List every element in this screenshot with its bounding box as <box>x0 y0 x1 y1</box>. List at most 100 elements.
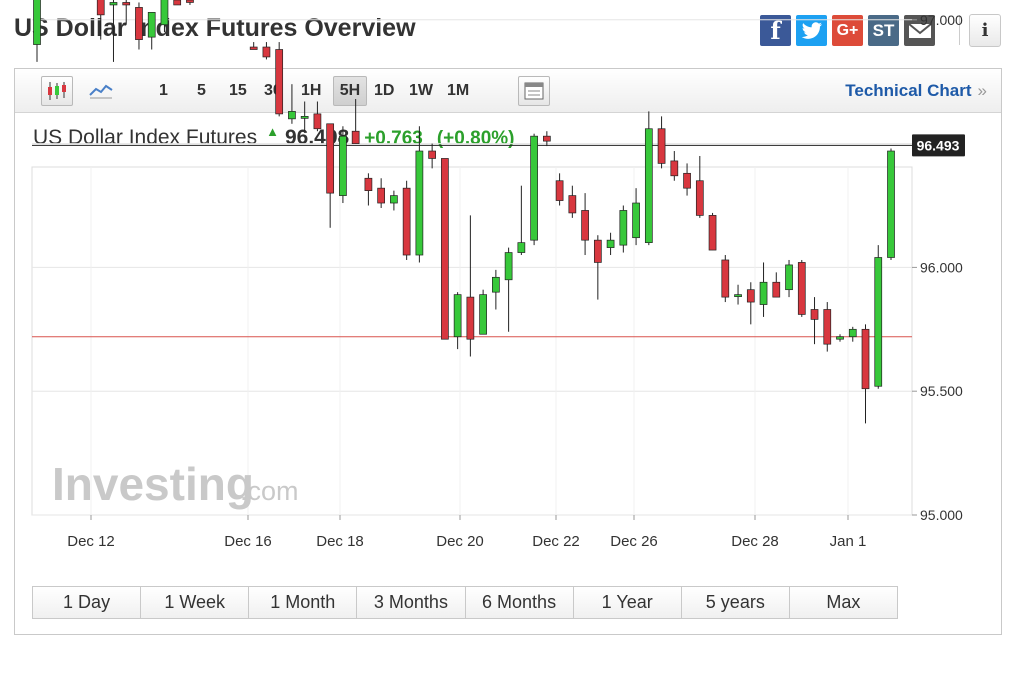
x-tick-label: Dec 26 <box>610 533 658 550</box>
up-arrow-icon: ▲ <box>266 124 279 139</box>
timeframe-1d[interactable]: 1D <box>374 82 395 99</box>
candle-body <box>466 296 475 340</box>
candle-body <box>606 239 615 248</box>
candle-body <box>173 0 182 6</box>
x-tick-label: Dec 12 <box>67 533 115 550</box>
candle-body <box>351 130 360 144</box>
candle-body <box>326 123 335 194</box>
candle-body <box>581 210 589 241</box>
candle-body <box>428 150 436 159</box>
technical-chart-link[interactable]: Technical Chart» <box>845 81 987 100</box>
current-price-label: 96.493 <box>917 137 960 153</box>
page-title: US Dollar Index Futures Overview <box>14 14 416 42</box>
range-3-months[interactable]: 3 Months <box>357 587 466 618</box>
candle-body <box>186 0 194 3</box>
candle-body <box>657 128 666 164</box>
y-tick-label: 96.000 <box>920 259 963 275</box>
range-6-months[interactable]: 6 Months <box>466 587 574 618</box>
candle-body <box>135 7 143 40</box>
candle-body <box>517 242 526 253</box>
y-tick-label: 97.000 <box>920 12 963 28</box>
candle-body <box>874 257 883 387</box>
x-tick-label: Dec 20 <box>436 533 484 550</box>
candle-body <box>721 259 730 298</box>
candle-body <box>568 195 577 214</box>
chart-frame <box>14 68 1002 635</box>
candle-body <box>402 187 411 256</box>
timeframe-1h[interactable]: 1H <box>301 82 322 99</box>
candle-body <box>377 187 385 204</box>
candle-body <box>555 180 564 201</box>
candle-body <box>619 210 628 246</box>
y-tick-label: 95.500 <box>920 383 963 399</box>
timeframe-5[interactable]: 5 <box>197 82 206 99</box>
current-price-label-box <box>912 134 965 157</box>
candle-body <box>797 262 806 315</box>
candle-body <box>479 294 487 335</box>
range-selector: 1 Day 1 Week 1 Month 3 Months 6 Months 1… <box>32 586 898 619</box>
candle-body <box>695 180 704 216</box>
candle-body <box>670 160 679 177</box>
x-tick-label: Dec 18 <box>316 533 364 550</box>
candle-body <box>836 336 844 340</box>
timeframe-1w[interactable]: 1W <box>409 82 433 99</box>
share-divider <box>959 15 960 45</box>
candle-body <box>33 0 41 45</box>
candle-body <box>848 328 857 338</box>
candle-body <box>504 252 513 281</box>
range-max[interactable]: Max <box>826 592 861 612</box>
candle-body <box>810 309 819 320</box>
range-1-year[interactable]: 1 Year <box>574 587 682 618</box>
candle-body <box>861 328 870 390</box>
candle-body <box>160 0 169 26</box>
candle-body <box>364 177 373 191</box>
candle-body <box>530 135 538 241</box>
timeframe-5h[interactable]: 5H <box>333 76 367 106</box>
plot-area <box>31 166 913 516</box>
range-1-day[interactable]: 1 Day <box>33 587 142 618</box>
timeframe-1m[interactable]: 1M <box>447 82 470 99</box>
candle-body <box>772 281 781 298</box>
candle-body <box>415 150 424 256</box>
candle-body <box>453 294 462 338</box>
candle-body <box>708 215 717 251</box>
candle-body <box>313 113 322 130</box>
range-5-years[interactable]: 5 years <box>682 587 790 618</box>
candle-body <box>887 150 895 258</box>
layout-icon[interactable] <box>518 76 550 106</box>
range-1-month[interactable]: 1 Month <box>249 587 358 618</box>
candle-body <box>390 195 398 204</box>
candle-body <box>785 264 793 291</box>
candle-body <box>746 289 755 303</box>
chart-toolbar: 1 5 15 30 1H 5H 1D 1W 1M Technical Chart… <box>15 69 1001 113</box>
candle-body <box>275 49 284 115</box>
candle-body <box>339 135 347 196</box>
range-1-week[interactable]: 1 Week <box>141 587 250 618</box>
y-tick-label: 95.000 <box>920 507 963 523</box>
investing-watermark: Investing <box>52 458 254 510</box>
candle-body <box>122 2 131 6</box>
candle-body <box>441 158 449 340</box>
candle-body <box>593 239 602 263</box>
info-icon[interactable]: i <box>969 14 1001 47</box>
x-tick-label: Jan 1 <box>830 533 867 550</box>
timeframe-1[interactable]: 1 <box>159 82 168 99</box>
candle-body <box>683 172 691 189</box>
candle-body <box>249 46 258 50</box>
timeframe-15[interactable]: 15 <box>229 82 247 99</box>
candle-body <box>492 276 500 293</box>
candle-body <box>632 202 640 239</box>
candle-body <box>147 12 156 38</box>
candle-body <box>96 0 105 16</box>
line-chart-icon[interactable] <box>85 76 117 106</box>
candlestick-icon[interactable] <box>41 76 73 106</box>
candle-body <box>823 309 832 345</box>
x-tick-label: Dec 22 <box>532 533 580 550</box>
candle-body <box>262 46 271 58</box>
investing-watermark-suffix: .com <box>240 476 299 506</box>
candle-body <box>644 128 653 243</box>
candle-body <box>734 294 742 297</box>
candle-body <box>759 281 768 305</box>
x-tick-label: Dec 28 <box>731 533 779 550</box>
